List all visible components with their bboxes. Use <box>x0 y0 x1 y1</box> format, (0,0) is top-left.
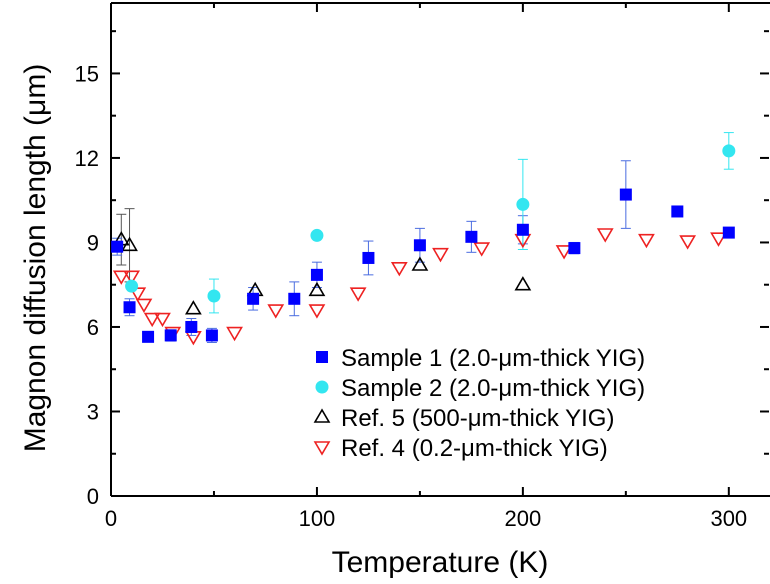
data-point <box>267 304 285 319</box>
data-point <box>123 270 140 285</box>
y-axis-title: Magnon diffusion length (μm) <box>19 64 52 453</box>
data-markers <box>111 144 736 346</box>
data-point <box>555 245 573 260</box>
data-point <box>310 228 324 242</box>
data-point <box>638 233 655 249</box>
legend-marker <box>315 380 329 394</box>
legend-label: Ref. 4 (0.2-μm-thick YIG) <box>341 435 608 462</box>
data-point <box>288 292 301 305</box>
data-point <box>205 329 218 342</box>
data-point <box>135 298 153 314</box>
data-point <box>349 287 367 302</box>
data-point <box>154 312 171 328</box>
data-point <box>671 205 684 218</box>
legend: Sample 1 (2.0-μm-thick YIG) Sample 2 (2.0… <box>313 345 645 462</box>
data-point <box>568 242 581 255</box>
data-point <box>516 197 530 211</box>
data-point <box>619 188 632 201</box>
x-axis-title: Temperature (K) <box>332 546 549 579</box>
legend-label: Sample 2 (2.0-μm-thick YIG) <box>341 375 645 402</box>
data-point <box>465 230 478 243</box>
data-point <box>143 312 161 328</box>
data-point <box>129 287 147 302</box>
x-tick-label: 100 <box>299 506 336 531</box>
y-tick-label: 12 <box>75 146 99 171</box>
y-tick-label: 15 <box>75 61 99 86</box>
data-point <box>679 235 697 250</box>
data-point <box>722 226 735 239</box>
x-tick-label: 200 <box>505 506 542 531</box>
data-point <box>596 228 614 243</box>
plot-frame <box>110 2 770 497</box>
data-point <box>112 270 130 285</box>
data-point <box>247 292 260 305</box>
data-point <box>516 223 529 236</box>
data-point <box>121 236 138 252</box>
data-point <box>722 144 736 158</box>
data-point <box>184 331 202 346</box>
data-point <box>226 326 243 342</box>
legend-label: Ref. 5 (500-μm-thick YIG) <box>341 405 614 432</box>
axis-tick-labels: 0 100 200 300 0 3 6 9 12 15 <box>75 61 748 531</box>
data-point <box>362 251 375 264</box>
y-tick-label: 3 <box>87 399 99 424</box>
data-point <box>473 242 491 257</box>
y-tick-label: 6 <box>87 315 99 340</box>
data-point <box>308 304 326 319</box>
data-point <box>710 232 727 247</box>
legend-label: Sample 1 (2.0-μm-thick YIG) <box>341 345 645 372</box>
x-tick-label: 300 <box>710 506 747 531</box>
data-point <box>514 276 532 291</box>
data-point <box>390 262 408 277</box>
x-tick-label: 0 <box>105 506 117 531</box>
legend-marker <box>316 351 328 363</box>
y-tick-label: 0 <box>87 484 99 509</box>
legend-marker <box>313 408 331 423</box>
data-point <box>413 239 426 252</box>
data-point <box>185 320 198 333</box>
data-point <box>207 289 221 303</box>
data-point <box>411 256 429 271</box>
data-point <box>184 300 202 315</box>
data-point <box>310 268 323 281</box>
legend-marker <box>313 441 331 456</box>
data-point <box>111 240 124 253</box>
y-tick-label: 9 <box>87 230 99 255</box>
data-point <box>123 301 136 314</box>
data-point <box>308 281 326 297</box>
axis-ticks <box>110 3 769 497</box>
data-point <box>125 279 139 293</box>
data-point <box>432 247 449 263</box>
data-point <box>164 329 177 342</box>
data-point <box>142 330 155 343</box>
